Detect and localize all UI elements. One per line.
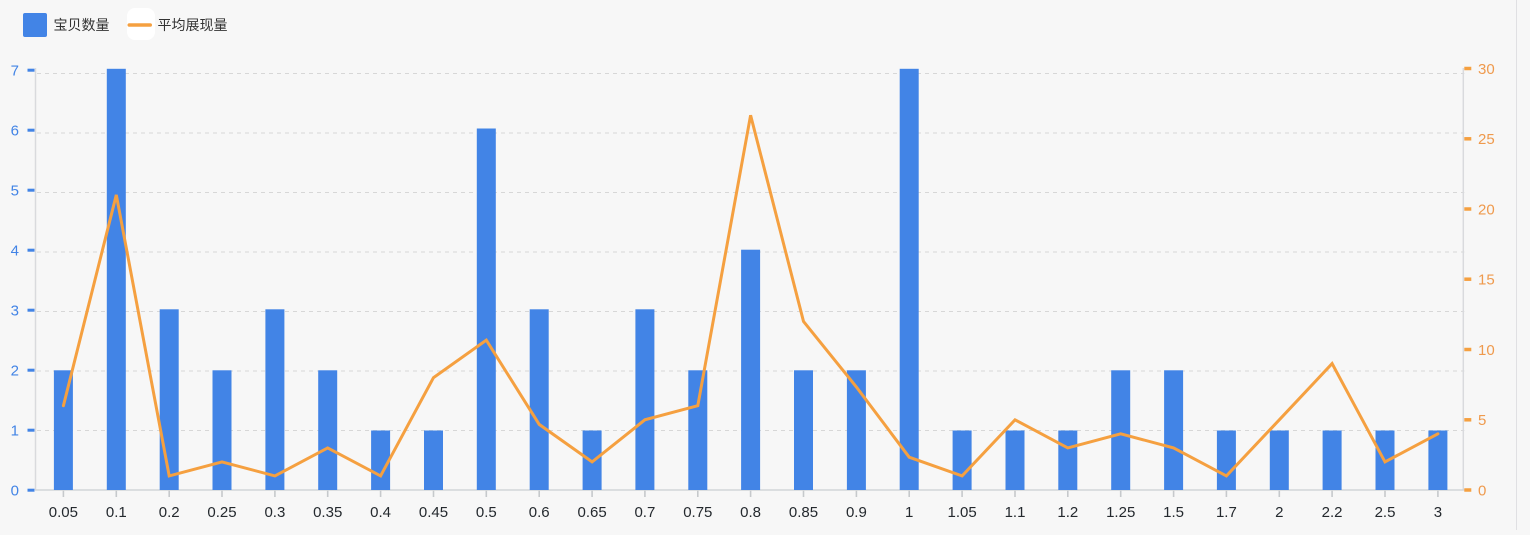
svg-text:1.05: 1.05 [947, 504, 976, 521]
svg-text:0: 0 [11, 483, 19, 500]
svg-text:5: 5 [11, 183, 19, 200]
svg-text:0.45: 0.45 [419, 504, 448, 521]
svg-text:0.9: 0.9 [846, 504, 867, 521]
svg-text:3: 3 [11, 303, 19, 320]
svg-text:20: 20 [1478, 201, 1495, 218]
svg-text:0.2: 0.2 [159, 504, 180, 521]
svg-text:4: 4 [11, 243, 19, 260]
svg-text:1.5: 1.5 [1163, 504, 1184, 521]
svg-text:0.85: 0.85 [789, 504, 818, 521]
svg-text:1.25: 1.25 [1106, 504, 1135, 521]
svg-text:0.6: 0.6 [529, 504, 550, 521]
svg-text:2.5: 2.5 [1375, 504, 1396, 521]
svg-text:3: 3 [1434, 504, 1442, 521]
svg-text:2.2: 2.2 [1322, 504, 1343, 521]
svg-text:0.25: 0.25 [207, 504, 236, 521]
svg-text:0.35: 0.35 [313, 504, 342, 521]
svg-text:0.05: 0.05 [49, 504, 78, 521]
svg-text:1.7: 1.7 [1216, 504, 1237, 521]
svg-text:宝贝数量: 宝贝数量 [54, 17, 110, 33]
svg-text:0.4: 0.4 [370, 504, 391, 521]
svg-text:1.1: 1.1 [1005, 504, 1026, 521]
svg-text:7: 7 [11, 63, 19, 80]
svg-text:30: 30 [1478, 61, 1495, 78]
svg-text:0.1: 0.1 [106, 504, 127, 521]
svg-text:0.7: 0.7 [634, 504, 655, 521]
svg-text:1: 1 [11, 423, 19, 440]
svg-text:2: 2 [11, 363, 19, 380]
svg-text:5: 5 [1478, 412, 1486, 429]
svg-text:15: 15 [1478, 272, 1495, 289]
svg-text:0.65: 0.65 [577, 504, 606, 521]
svg-text:0.8: 0.8 [740, 504, 761, 521]
svg-text:0: 0 [1478, 482, 1486, 499]
svg-text:1.2: 1.2 [1057, 504, 1078, 521]
svg-text:0.75: 0.75 [683, 504, 712, 521]
svg-text:10: 10 [1478, 342, 1495, 359]
svg-text:25: 25 [1478, 131, 1495, 148]
svg-text:平均展现量: 平均展现量 [158, 17, 228, 33]
svg-text:0.5: 0.5 [476, 504, 497, 521]
svg-text:6: 6 [11, 123, 19, 140]
svg-text:1: 1 [905, 504, 913, 521]
svg-text:0.3: 0.3 [264, 504, 285, 521]
svg-text:2: 2 [1275, 504, 1283, 521]
